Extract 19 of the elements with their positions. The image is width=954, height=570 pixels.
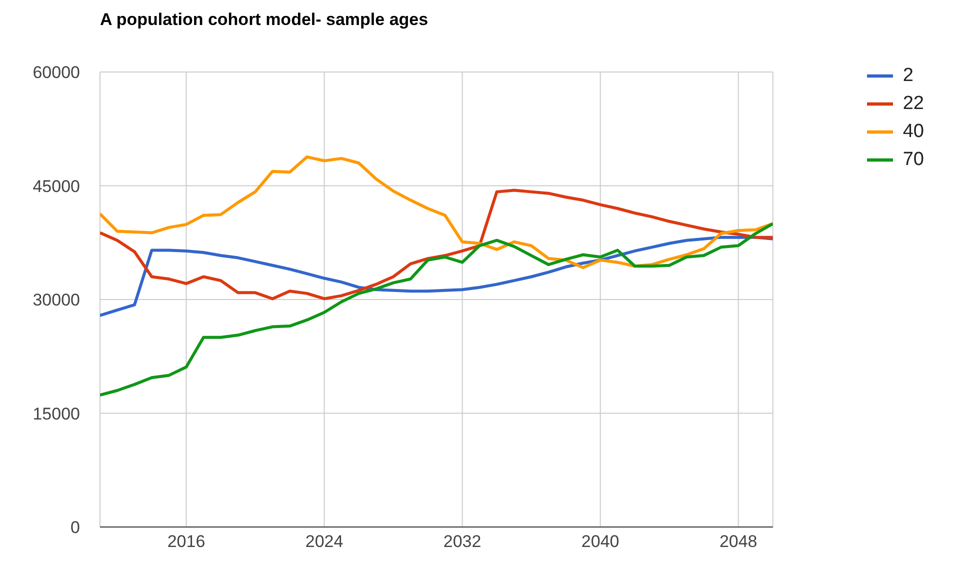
x-tick-label: 2040: [581, 532, 620, 552]
x-tick-label: 2024: [305, 532, 344, 552]
y-tick-label: 60000: [32, 63, 80, 82]
line-series: [100, 236, 773, 317]
line-series: [100, 155, 773, 270]
y-tick-label: 15000: [32, 404, 80, 424]
y-tick-label: 45000: [32, 176, 80, 196]
x-tick-label: 2048: [719, 532, 758, 552]
legend-label: 40: [902, 121, 924, 142]
line-series: [100, 222, 773, 397]
line-series: [100, 188, 773, 300]
chart-title: A population cohort model- sample ages: [100, 10, 428, 30]
y-tick-label: 0: [70, 518, 80, 538]
x-tick-label: 2032: [443, 532, 482, 552]
x-tick-label: 2016: [167, 532, 206, 552]
legend-label: 70: [902, 149, 924, 170]
legend-label: 2: [902, 65, 914, 86]
legend-label: 22: [902, 93, 924, 114]
y-tick-label: 30000: [32, 290, 80, 310]
